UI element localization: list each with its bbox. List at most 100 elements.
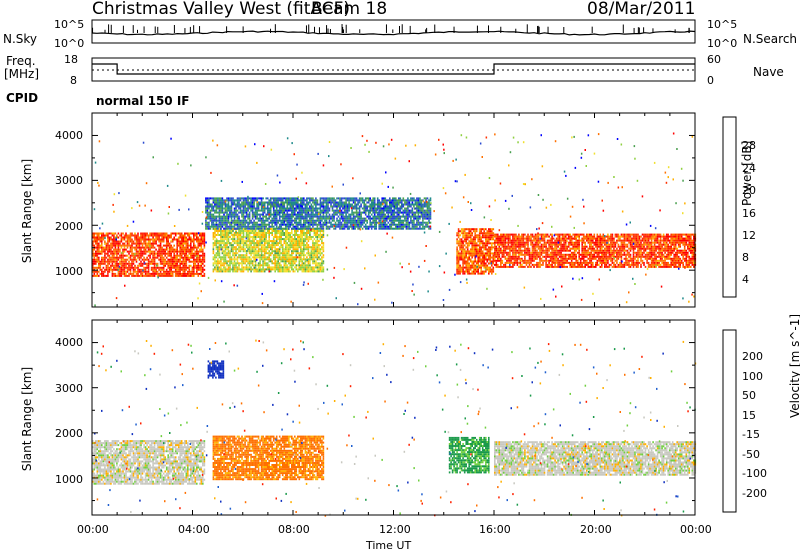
heatmap-cell [339, 205, 341, 208]
heatmap-cell [174, 234, 177, 237]
heatmap-cell [120, 274, 123, 277]
heatmap-cell [426, 205, 429, 208]
heatmap-cell [137, 274, 139, 277]
heatmap-cell [214, 223, 216, 226]
heatmap-cell [180, 256, 183, 259]
heatmap-cell [352, 219, 355, 222]
heatmap-cell [291, 201, 293, 204]
heatmap-cell [393, 213, 396, 216]
heatmap-cell [398, 201, 400, 204]
heatmap-cell [265, 213, 267, 216]
heatmap-cell [257, 197, 260, 200]
heatmap-cell [460, 228, 463, 231]
heatmap-cell [226, 209, 228, 212]
heatmap-cell [190, 238, 192, 241]
heatmap-cell [288, 223, 290, 226]
heatmap-cell [428, 199, 430, 202]
heatmap-cell [289, 207, 292, 210]
heatmap-cell [271, 260, 273, 263]
heatmap-cell [95, 232, 97, 235]
heatmap-cell [306, 199, 308, 202]
heatmap-cell [346, 219, 349, 222]
heatmap-cell [271, 262, 273, 265]
heatmap-cell [107, 246, 109, 249]
heatmap-cell [357, 207, 359, 210]
heatmap-cell [468, 240, 470, 243]
heatmap-cell [334, 221, 337, 224]
heatmap-cell [168, 242, 171, 245]
heatmap-cell [227, 197, 230, 200]
heatmap-cell [303, 264, 305, 267]
heatmap-cell [457, 252, 460, 255]
heatmap-cell [382, 213, 385, 216]
heatmap-cell [119, 256, 121, 259]
heatmap-cell [401, 207, 403, 210]
heatmap-cell [144, 252, 147, 255]
heatmap-cell [312, 215, 314, 218]
heatmap-cell [235, 230, 237, 232]
heatmap-cell [256, 211, 258, 214]
heatmap-cell [98, 256, 100, 259]
heatmap-cell [275, 240, 278, 243]
heatmap-cell [275, 197, 278, 200]
heatmap-cell [214, 242, 216, 245]
heatmap-cell [271, 230, 273, 232]
heatmap-cell [143, 256, 145, 259]
heatmap-cell [180, 244, 183, 247]
heatmap-cell [158, 258, 160, 261]
heatmap-cell [306, 215, 308, 218]
heatmap-cell [135, 238, 138, 241]
heatmap-cell [316, 256, 319, 259]
heatmap-cell [260, 258, 263, 261]
heatmap-cell [376, 211, 379, 214]
heatmap-cell [245, 252, 248, 255]
heatmap-cell [116, 258, 118, 261]
heatmap-cell [375, 223, 377, 226]
heatmap-cell [262, 240, 264, 243]
heatmap-cell [111, 238, 114, 241]
heatmap-cell [271, 223, 273, 226]
heatmap-cell [177, 244, 180, 247]
heatmap-cell [288, 248, 290, 251]
heatmap-cell [462, 256, 464, 259]
heatmap-cell [250, 250, 252, 253]
heatmap-cell [134, 256, 136, 259]
heatmap-cell [286, 254, 289, 257]
heatmap-cell [339, 227, 341, 230]
heatmap-cell [301, 225, 304, 228]
heatmap-cell [99, 272, 102, 275]
heatmap-cell [125, 240, 127, 243]
heatmap-cell [104, 268, 106, 271]
heatmap-cell [411, 221, 414, 224]
heatmap-cell [396, 227, 399, 230]
heatmap-cell [460, 256, 463, 259]
heatmap-cell [361, 211, 364, 214]
heatmap-cell [262, 213, 264, 216]
heatmap-cell [269, 266, 272, 269]
heatmap-cell [248, 201, 251, 204]
heatmap-cell [285, 254, 287, 257]
heatmap-cell [322, 260, 325, 263]
heatmap-cell [342, 215, 344, 218]
heatmap-cell [156, 234, 159, 237]
heatmap-cell [355, 203, 358, 206]
heatmap-cell [325, 223, 328, 226]
heatmap-cell [137, 270, 139, 273]
heatmap-cell [182, 262, 185, 265]
heatmap-cell [170, 270, 172, 273]
heatmap-cell [244, 266, 246, 269]
heatmap-cell [309, 213, 311, 216]
heatmap-cell [465, 246, 467, 249]
heatmap-cell [396, 205, 399, 208]
heatmap-cell [426, 211, 429, 214]
heatmap-cell [117, 236, 120, 239]
heatmap-cell [319, 264, 322, 267]
heatmap-cell [268, 209, 270, 212]
heatmap-cell [132, 262, 135, 265]
heatmap-cell [269, 213, 272, 216]
heatmap-cell [286, 207, 289, 210]
heatmap-cell [342, 227, 344, 230]
heatmap-cell [465, 254, 467, 257]
heatmap-cell [254, 264, 257, 267]
